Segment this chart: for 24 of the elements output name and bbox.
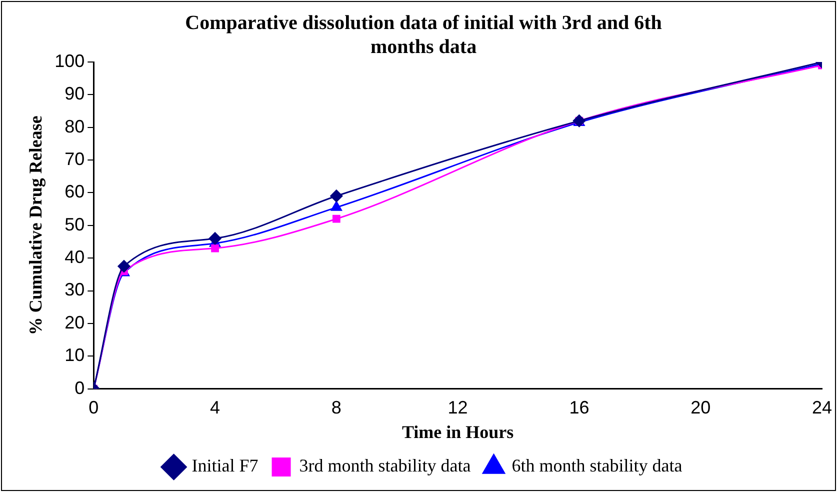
x-tick-label: 8 (331, 398, 342, 418)
x-tick-label: 4 (210, 398, 220, 418)
legend-label: 3rd month stability data (299, 456, 471, 476)
y-tick-label: 50 (64, 214, 85, 234)
y-tick-label: 30 (64, 280, 85, 300)
y-tick-label: 80 (64, 116, 85, 136)
x-tick-label: 0 (88, 398, 99, 418)
legend-label: Initial F7 (192, 456, 258, 476)
x-tick-label: 16 (569, 398, 590, 418)
y-tick-label: 90 (64, 84, 85, 104)
x-tick-label: 24 (812, 398, 832, 418)
y-tick-label: 20 (64, 312, 85, 332)
y-tick-label: 60 (64, 182, 85, 202)
y-tick-label: 70 (64, 149, 85, 170)
x-tick-label: 20 (690, 398, 711, 418)
x-axis-title: Time in Hours (402, 422, 514, 442)
y-tick-label: 100 (54, 50, 85, 71)
y-tick-label: 0 (74, 378, 85, 398)
y-tick-label: 10 (64, 345, 85, 366)
legend-label: 6th month stability data (512, 456, 682, 476)
y-axis-title: % Cumulative Drug Release (25, 116, 46, 336)
y-tick-label: 40 (64, 247, 85, 268)
x-tick-label: 12 (448, 398, 468, 418)
chart-title: Comparative dissolution data of initial with 3rd and 6th months data (185, 12, 662, 58)
